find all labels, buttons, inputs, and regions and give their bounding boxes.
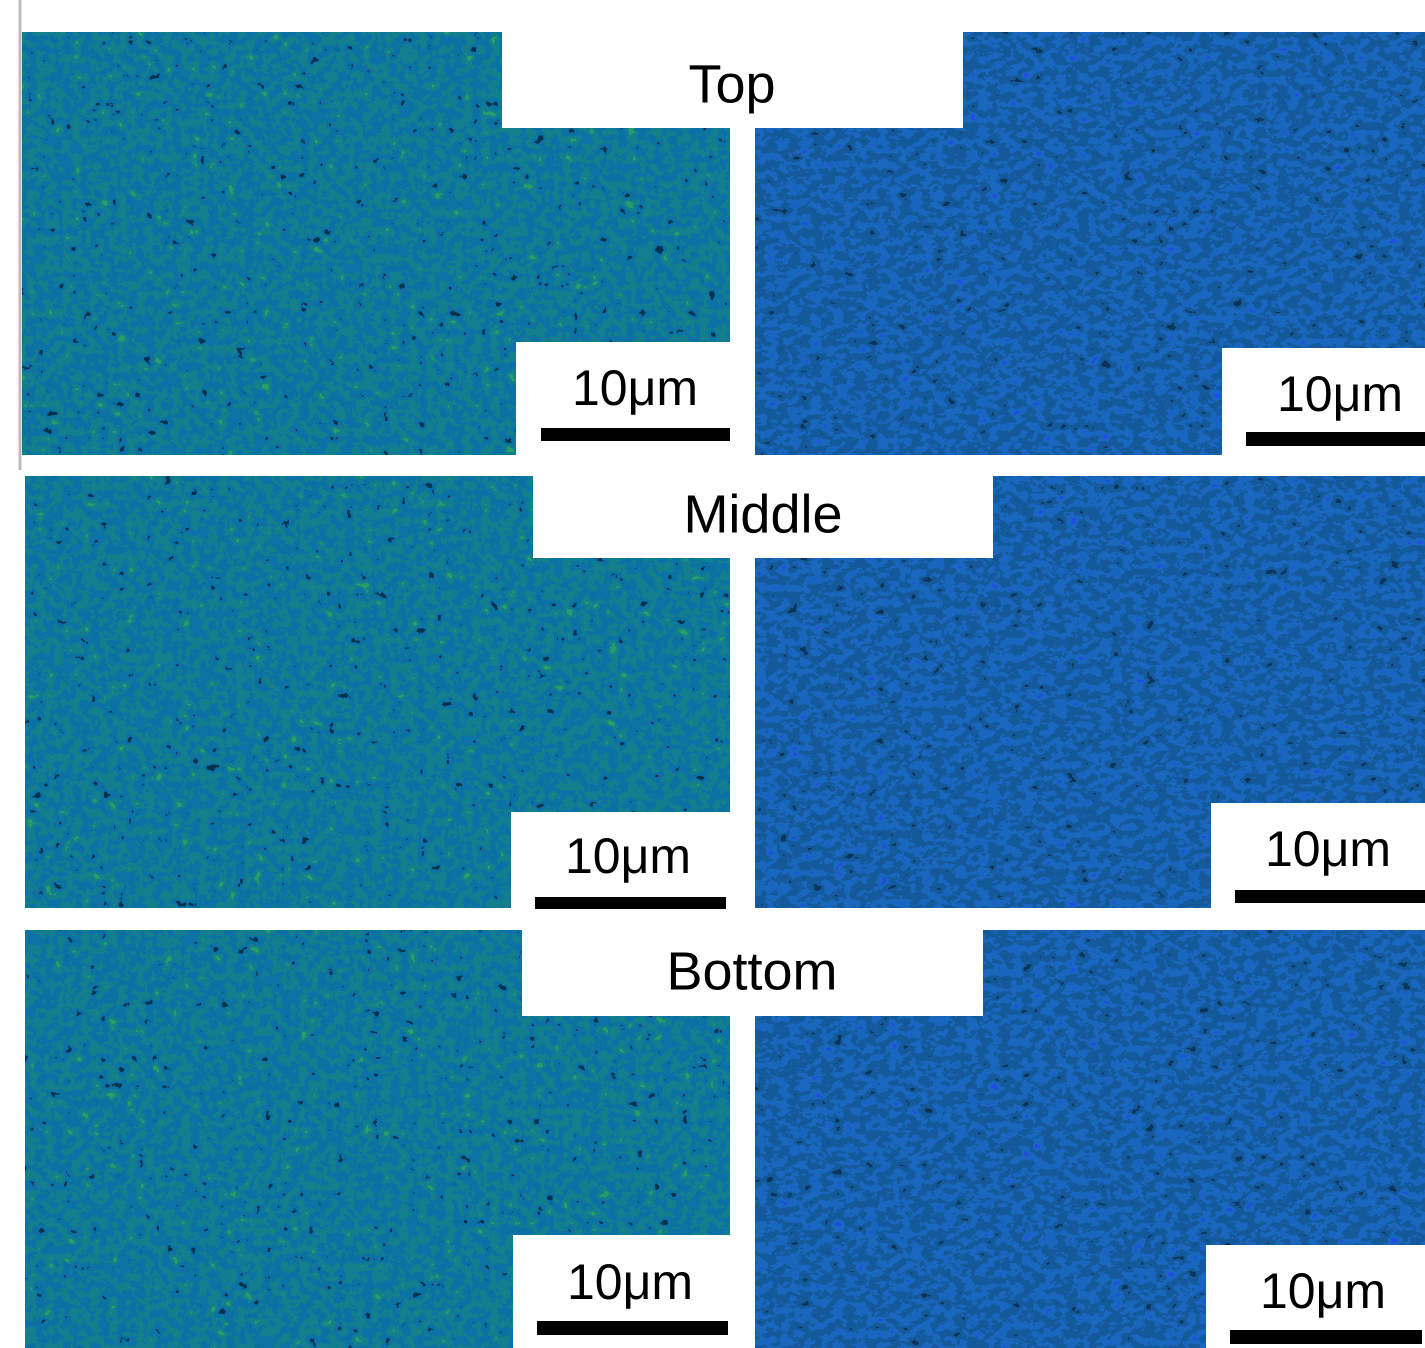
figure: Top 10μm 10μm Middle 10μm 10μm Bottom 10… (0, 0, 1425, 1348)
scale-bar (1230, 1330, 1422, 1344)
scale-label: 10μm (565, 828, 691, 884)
scale-bar (1235, 890, 1425, 903)
row-label: Middle (683, 484, 842, 544)
scale-label: 10μm (572, 360, 698, 416)
page: {"rows": [ {"label": "Top", "left": {"sc… (0, 0, 1425, 1348)
row-label: Top (688, 54, 775, 114)
scale-label: 10μm (1265, 821, 1391, 877)
scale-bar (1246, 432, 1425, 446)
scale-label: 10μm (1260, 1263, 1386, 1319)
row-label: Bottom (666, 941, 837, 1001)
scale-label: 10μm (567, 1254, 693, 1310)
scale-bar (537, 1321, 728, 1335)
scale-label: 10μm (1277, 366, 1403, 422)
scale-bar (535, 897, 726, 909)
scale-bar (541, 428, 730, 441)
